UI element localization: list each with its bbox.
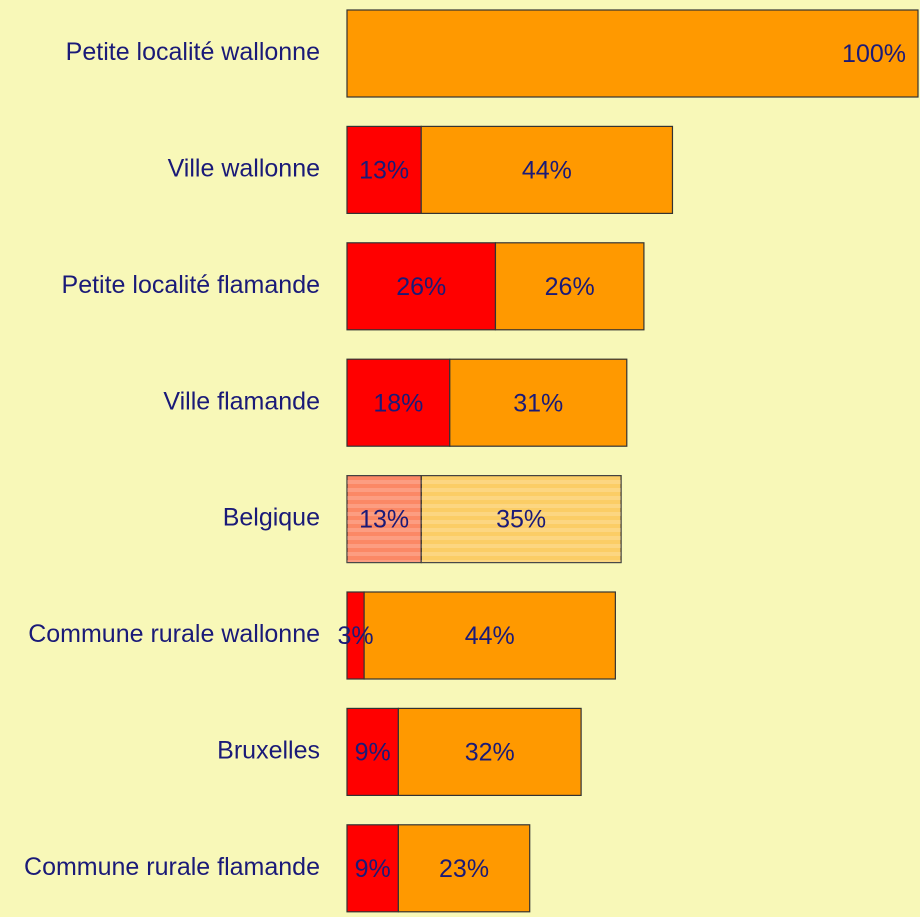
value-label: 35% — [496, 506, 546, 534]
value-label: 26% — [396, 273, 446, 301]
value-label: 32% — [465, 739, 515, 767]
value-label: 31% — [513, 389, 563, 417]
bar-segment — [346, 125, 422, 215]
value-label: 100% — [842, 40, 906, 68]
value-label: 23% — [439, 855, 489, 883]
highlight-stripes — [421, 475, 622, 563]
value-label: 18% — [373, 389, 423, 417]
category-label: Petite localité wallonne — [66, 38, 320, 66]
bar-segment — [346, 824, 399, 913]
value-label: 9% — [355, 855, 391, 883]
bar-segment — [420, 125, 674, 215]
category-label: Belgique — [223, 504, 320, 532]
value-label: 9% — [355, 739, 391, 767]
bar-segment — [494, 242, 645, 331]
bar-segment — [346, 358, 451, 447]
value-label: 44% — [465, 622, 515, 650]
category-label: Petite localité flamande — [62, 271, 320, 299]
value-label: 13% — [359, 157, 409, 185]
highlight-stripes — [347, 475, 422, 563]
bar-segment — [346, 9, 919, 98]
category-label: Commune rurale flamande — [24, 853, 320, 881]
category-label: Ville wallonne — [168, 155, 320, 183]
value-label: 44% — [522, 157, 572, 185]
category-label: Commune rurale wallonne — [28, 620, 320, 648]
category-label: Ville flamande — [163, 387, 320, 415]
bar-segment — [397, 824, 531, 913]
category-label: Bruxelles — [217, 737, 320, 765]
value-label: 26% — [545, 273, 595, 301]
bar-segment — [449, 358, 628, 447]
value-label: 3% — [337, 622, 373, 650]
bar-segment — [346, 242, 497, 331]
bar-segment — [397, 707, 582, 797]
value-label: 13% — [359, 506, 409, 534]
bar-segment — [363, 591, 616, 680]
bar-segment — [346, 707, 399, 797]
